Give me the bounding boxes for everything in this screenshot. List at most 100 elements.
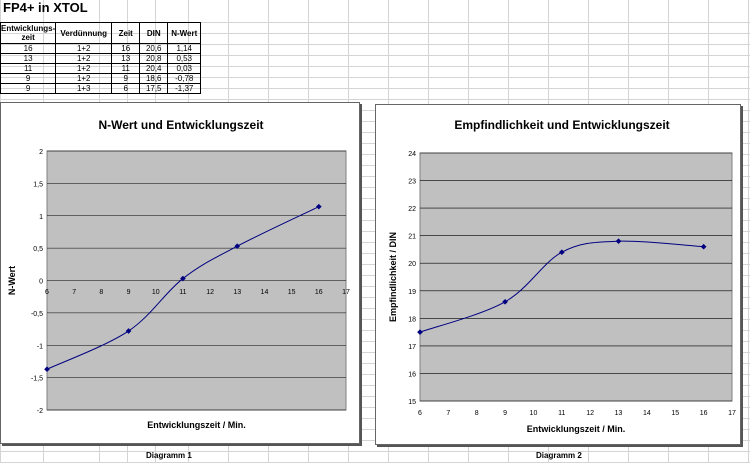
y-tick-label: 0,5 [33,246,43,253]
x-tick-label: 14 [643,410,651,417]
table-cell[interactable]: 1+2 [55,63,113,74]
table-cell[interactable]: 16 [0,43,57,54]
table-header-cell[interactable]: N-Wert [167,22,202,44]
y-tick-label: 20 [408,261,416,268]
table-cell[interactable]: 6 [111,83,141,94]
data-point [125,328,132,334]
table-cell[interactable]: 16 [111,43,141,54]
y-tick-label: -0,5 [31,311,43,318]
table-cell[interactable]: -1,37 [167,83,202,94]
y-tick-label: 18 [408,316,416,323]
x-tick-label: 6 [418,410,422,417]
table-cell[interactable]: 20,6 [139,43,169,54]
x-tick-label: 17 [342,289,350,296]
y-tick-label: 22 [408,206,416,213]
table-row: 9 1+2 9 18,6 -0,78 [0,73,202,84]
table-row: 13 1+2 13 20,8 0,53 [0,53,202,64]
x-tick-label: 13 [233,289,241,296]
x-tick-label: 9 [127,289,131,296]
y-tick-label: 17 [408,344,416,351]
table-cell[interactable]: 9 [0,83,57,94]
x-tick-label: 14 [261,289,269,296]
table-row: 9 1+3 6 17,5 -1,37 [0,83,202,94]
x-tick-label: 10 [152,289,160,296]
x-tick-label: 12 [586,410,594,417]
chart-n-wert[interactable]: N-Wert und Entwicklungszeit 2 1,5 1 0,5 0 -0,5… [0,102,360,444]
table-cell[interactable]: 13 [111,53,141,64]
table-cell[interactable]: -0,78 [167,73,202,84]
x-axis-label: Entwicklungszeit / Min. [527,424,626,434]
x-tick-label: 7 [446,410,450,417]
y-tick-label: 19 [408,289,416,296]
data-table: Entwicklungs-zeit Verdünnung Zeit DIN N-… [0,22,202,94]
data-point [234,243,241,250]
data-point [700,243,707,250]
table-row: 11 1+2 11 20,4 0,03 [0,63,202,74]
table-header-cell[interactable]: DIN [139,22,169,44]
table-cell[interactable]: 20,4 [139,63,169,74]
y-tick-label: 0 [39,279,43,286]
y-axis-label: Empfindlichkeit / DIN [388,232,398,322]
y-tick-label: -2 [37,408,43,415]
table-header-cell[interactable]: Zeit [111,22,141,44]
diagram-label-1: Diagramm 1 [146,451,192,460]
y-tick-label: 21 [408,234,416,241]
data-point [502,298,508,305]
x-tick-label: 12 [206,289,214,296]
x-tick-label: 9 [503,410,507,417]
x-tick-label: 8 [99,289,103,296]
x-tick-label: 11 [179,289,186,296]
data-point [558,249,565,256]
table-row: 16 1+2 16 20,6 1,14 [0,43,202,54]
x-tick-label: 16 [700,410,708,417]
table-cell[interactable]: 0,53 [167,53,202,64]
x-tick-label: 15 [671,410,679,417]
table-cell[interactable]: 1+2 [55,43,113,54]
y-tick-label: 1 [39,214,43,221]
x-tick-label: 11 [558,410,565,417]
x-tick-label: 13 [615,410,623,417]
table-header-row: Entwicklungs-zeit Verdünnung Zeit DIN N-… [0,22,202,44]
table-cell[interactable]: 9 [0,73,57,84]
diagram-label-2: Diagramm 2 [536,451,582,460]
table-cell[interactable]: 13 [0,53,57,64]
x-tick-label: 8 [475,410,479,417]
chart-empfindlichkeit[interactable]: Empfindlichkeit und Entwicklungszeit 24 23… [375,104,741,445]
table-cell[interactable]: 1+2 [55,73,113,84]
table-cell[interactable]: 11 [0,63,57,74]
y-tick-label: 2 [39,149,43,156]
table-cell[interactable]: 9 [111,73,141,84]
x-tick-label: 15 [288,289,296,296]
table-cell[interactable]: 18,6 [139,73,169,84]
table-cell[interactable]: 1+3 [55,83,113,94]
table-cell[interactable]: 1,14 [167,43,202,54]
x-tick-label: 7 [72,289,76,296]
table-header-cell[interactable]: Entwicklungs-zeit [0,22,57,44]
table-cell[interactable]: 20,8 [139,53,169,64]
y-tick-label: -1 [37,343,43,350]
table-cell[interactable]: 11 [111,63,141,74]
table-cell[interactable]: 1+2 [55,53,113,64]
y-tick-label: 1,5 [33,181,43,188]
plot-area [419,152,733,402]
x-tick-label: 17 [728,410,736,417]
chart-title: Empfindlichkeit und Entwicklungszeit [454,118,669,132]
chart-empfindlichkeit-svg: Empfindlichkeit und Entwicklungszeit 24 23… [388,118,736,434]
sheet-title[interactable]: FP4+ in XTOL [3,0,88,15]
table-cell[interactable]: 17,5 [139,83,169,94]
x-tick-label: 6 [45,289,49,296]
table-cell[interactable]: 0,03 [167,63,202,74]
data-point [315,203,322,210]
table-header-cell[interactable]: Verdünnung [55,22,113,44]
y-tick-label: 16 [408,371,416,378]
x-tick-label: 10 [530,410,538,417]
y-tick-label: 15 [408,399,416,406]
data-point [180,275,186,282]
y-tick-label: 24 [408,151,416,158]
y-tick-label: -1,5 [31,376,43,383]
x-axis-label: Entwicklungszeit / Min. [147,420,246,430]
y-tick-label: 23 [408,179,416,186]
chart-title: N-Wert und Entwicklungszeit [98,118,263,132]
y-axis-label: N-Wert [7,266,17,295]
